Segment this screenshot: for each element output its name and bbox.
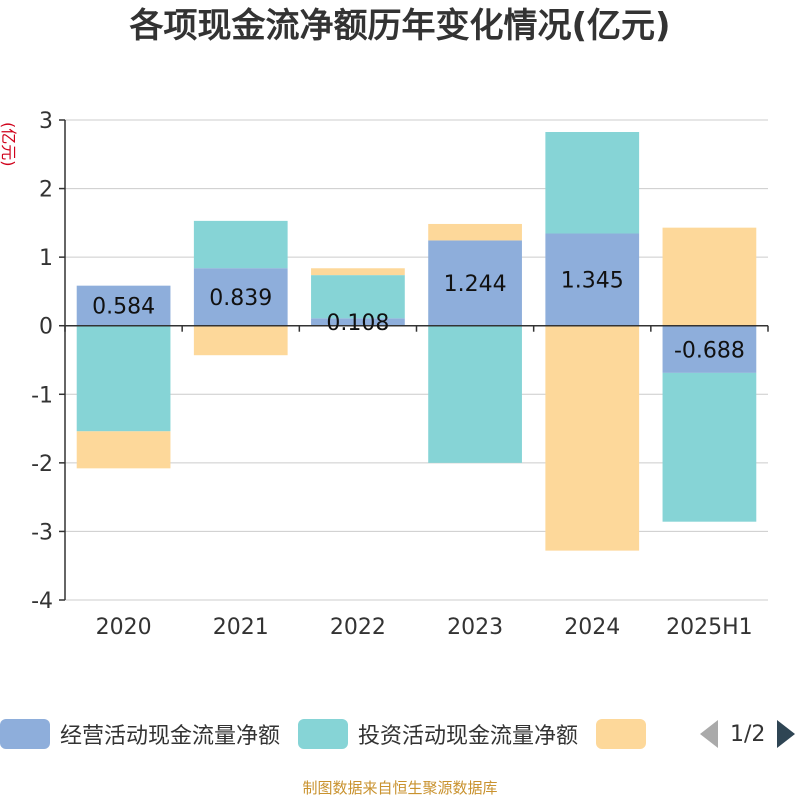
- legend: 经营活动现金流量净额 投资活动现金流量净额: [0, 716, 674, 752]
- x-tick-label: 2023: [447, 615, 503, 640]
- data-label: 0.108: [326, 311, 389, 336]
- bar-series-1-2022: [311, 275, 405, 319]
- data-label: 0.839: [209, 286, 272, 311]
- bar-series-2-2023: [428, 223, 522, 241]
- bar-series-0-2020: [76, 285, 171, 326]
- y-tick-label: 0: [39, 315, 53, 340]
- x-tick-label: 2020: [96, 615, 152, 640]
- x-tick-label: 2025H1: [666, 615, 753, 640]
- x-tick-label: 2024: [564, 615, 620, 640]
- legend-item-0[interactable]: 经营活动现金流量净额: [0, 718, 280, 750]
- y-axis-label: (亿元): [0, 122, 18, 167]
- data-label: 1.345: [561, 269, 624, 294]
- legend-swatch: [596, 719, 647, 749]
- x-tick-label: 2022: [330, 615, 386, 640]
- legend-item-1[interactable]: 投资活动现金流量净额: [298, 718, 578, 750]
- legend-label: 经营活动现金流量净额: [60, 724, 281, 749]
- bar-series-0-2025H1: [662, 325, 757, 373]
- chart-title: 各项现金流净额历年变化情况(亿元): [129, 6, 671, 46]
- source-footer: 制图数据来自恒生聚源数据库: [302, 779, 498, 797]
- x-tick-label: 2021: [213, 615, 269, 640]
- data-label: 1.244: [444, 272, 507, 297]
- bar-series-1-2020: [76, 325, 171, 432]
- data-label: 0.584: [92, 295, 155, 320]
- y-tick-label: -1: [31, 383, 53, 408]
- legend-pager: 1/2: [700, 716, 796, 752]
- y-tick-label: -2: [31, 452, 53, 477]
- bar-series-1-2021: [193, 220, 288, 269]
- bar-series-2-2021: [193, 325, 288, 356]
- legend-swatch: [0, 719, 50, 749]
- bar-series-1-2025H1: [662, 372, 757, 522]
- y-tick-label: 3: [39, 109, 53, 134]
- pager-next-icon[interactable]: [777, 720, 796, 748]
- pager-prev-icon[interactable]: [700, 720, 718, 748]
- y-tick-label: -4: [31, 589, 53, 614]
- pager-text: 1/2: [730, 721, 766, 747]
- y-tick-label: 2: [39, 178, 53, 203]
- bar-series-2-2020: [76, 431, 171, 469]
- y-tick-label: 1: [39, 246, 53, 271]
- legend-swatch: [298, 719, 349, 749]
- y-tick-label: -3: [31, 520, 53, 545]
- bar-series-0-2023: [428, 240, 522, 326]
- bar-series-2-2022: [311, 268, 405, 276]
- bar-series-0-2021: [193, 268, 288, 326]
- bar-series-0-2022: [311, 318, 405, 326]
- bar-series-1-2023: [428, 325, 522, 463]
- bar-series-2-2024: [545, 325, 640, 551]
- bar-series-1-2024: [545, 132, 640, 234]
- bar-series-2-2025H1: [662, 227, 757, 326]
- legend-label: 投资活动现金流量净额: [358, 724, 579, 749]
- data-label: -0.688: [674, 338, 745, 363]
- legend-item-2[interactable]: [596, 719, 656, 749]
- bar-series-0-2024: [545, 233, 640, 326]
